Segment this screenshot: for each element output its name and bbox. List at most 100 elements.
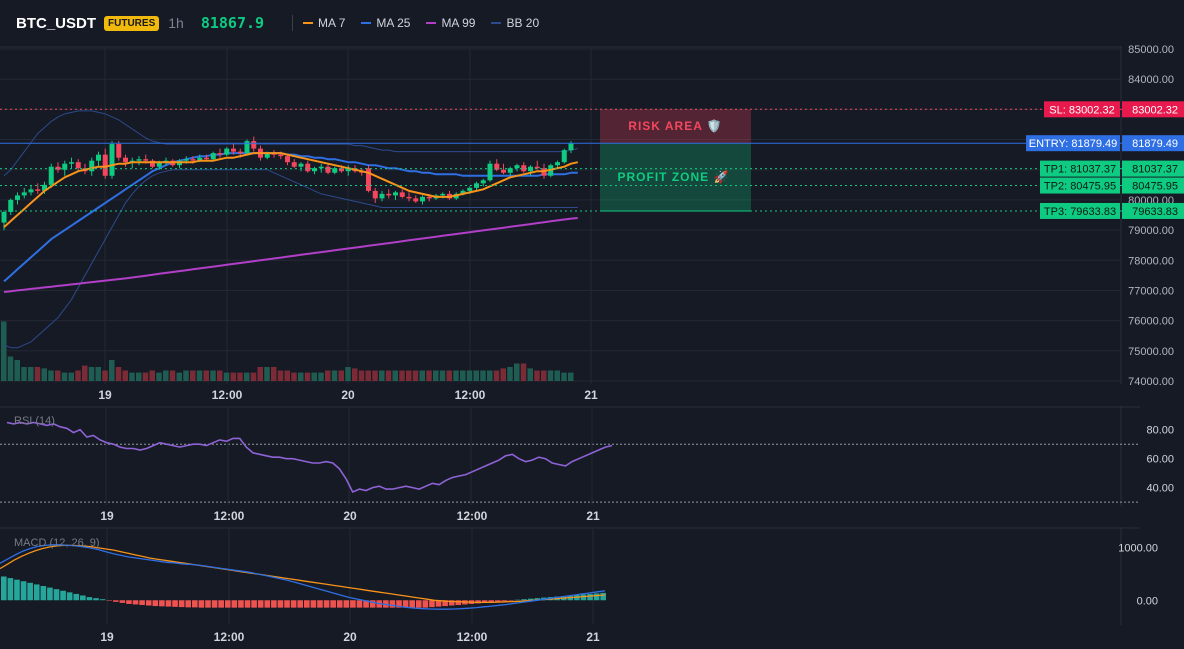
candle-body[interactable] (379, 193, 385, 199)
candle-body[interactable] (366, 168, 371, 191)
take-profit-3-tag[interactable] (1040, 202, 1120, 219)
candle-body[interactable] (15, 195, 20, 200)
candle-body[interactable] (136, 159, 142, 161)
candle-body[interactable] (75, 162, 81, 169)
legend-bb20[interactable]: BB 20 (491, 16, 539, 30)
candle-body[interactable] (339, 168, 344, 172)
stop-loss-axis-tag (1122, 101, 1184, 118)
macd-histogram-bar (580, 594, 587, 601)
volume-bar (534, 370, 540, 381)
candle-body[interactable] (406, 196, 412, 199)
legend-ma7[interactable]: MA 7 (303, 16, 345, 30)
take-profit-1-tag[interactable] (1040, 160, 1120, 177)
candle-body[interactable] (217, 153, 223, 155)
candle-body[interactable] (183, 159, 189, 161)
candle-body[interactable] (109, 144, 115, 176)
candle-body[interactable] (69, 162, 74, 164)
candle-body[interactable] (568, 143, 574, 151)
candle-body[interactable] (204, 157, 209, 160)
volume-bar (230, 372, 236, 381)
candle-body[interactable] (1, 211, 7, 223)
volume-bar (95, 367, 101, 381)
candle-body[interactable] (386, 193, 392, 196)
candle-body[interactable] (298, 163, 304, 167)
macd-histogram-bar (14, 579, 20, 601)
take-profit-1-axis-text: 81037.37 (1132, 164, 1178, 176)
candle-body[interactable] (393, 192, 398, 196)
candle-body[interactable] (62, 163, 68, 170)
macd-time-label: 12:00 (457, 630, 488, 644)
candle-body[interactable] (555, 162, 560, 166)
macd-histogram-bar (527, 598, 534, 601)
macd-histogram-bar (350, 600, 356, 608)
symbol-name[interactable]: BTC_USDT (16, 14, 97, 32)
candle-body[interactable] (244, 141, 250, 154)
take-profit-2-tag[interactable] (1040, 177, 1120, 194)
candle-body[interactable] (89, 160, 95, 172)
candle-body[interactable] (48, 166, 54, 185)
macd-histogram-bar (343, 600, 350, 608)
volume-bar (203, 370, 209, 381)
candle-body[interactable] (514, 165, 520, 169)
candle-body[interactable] (420, 196, 425, 202)
candle-body[interactable] (264, 153, 270, 158)
candle-body[interactable] (55, 166, 61, 170)
candle-body[interactable] (399, 192, 405, 197)
macd-histogram-bar (508, 600, 514, 601)
candle-body[interactable] (150, 160, 155, 167)
candle-body[interactable] (190, 159, 196, 161)
candle-body[interactable] (561, 150, 567, 163)
candle-body[interactable] (21, 192, 27, 196)
price-axis-label: 84000.00 (1128, 74, 1174, 86)
candle-body[interactable] (325, 166, 331, 173)
price-axis-label: 77000.00 (1128, 285, 1174, 297)
candle-body[interactable] (467, 187, 473, 191)
candle-body[interactable] (345, 168, 351, 172)
stop-loss-tag[interactable] (1044, 101, 1120, 118)
candle-body[interactable] (460, 190, 466, 194)
timeframe-selector[interactable]: 1h (168, 15, 184, 31)
candle-body[interactable] (534, 166, 540, 169)
candle-body[interactable] (372, 190, 378, 199)
candle-body[interactable] (123, 157, 128, 163)
candle-body[interactable] (42, 184, 47, 191)
candle-body[interactable] (413, 198, 419, 202)
candle-body[interactable] (305, 163, 311, 172)
candle-body[interactable] (487, 163, 493, 181)
candle-body[interactable] (8, 199, 14, 212)
candle-body[interactable] (440, 193, 446, 196)
candle-body[interactable] (96, 154, 101, 161)
candle-body[interactable] (251, 141, 257, 149)
candle-body[interactable] (291, 162, 297, 167)
candle-body[interactable] (426, 196, 432, 199)
candle-body[interactable] (237, 151, 243, 154)
volume-bar (352, 368, 358, 381)
legend-ma99[interactable]: MA 99 (426, 16, 475, 30)
candle-body[interactable] (116, 144, 122, 158)
candle-body[interactable] (143, 159, 149, 161)
candle-body[interactable] (318, 166, 324, 169)
candle-body[interactable] (332, 168, 338, 173)
candle-body[interactable] (102, 154, 108, 176)
candle-body[interactable] (197, 157, 203, 161)
candle-body[interactable] (156, 162, 162, 167)
candle-body[interactable] (210, 153, 216, 160)
candle-body[interactable] (28, 189, 34, 193)
candle-body[interactable] (35, 189, 41, 191)
candle-body[interactable] (231, 148, 236, 152)
volume-bar (28, 367, 34, 381)
candle-body[interactable] (521, 165, 527, 172)
candle-body[interactable] (285, 156, 290, 163)
candle-body[interactable] (501, 169, 506, 173)
macd-histogram-bar (330, 600, 336, 608)
candle-body[interactable] (224, 148, 230, 155)
candle-body[interactable] (278, 154, 284, 157)
entry-tag[interactable] (1026, 135, 1120, 152)
candle-body[interactable] (312, 168, 317, 172)
candle-body[interactable] (507, 168, 513, 173)
volume-bar (487, 370, 493, 381)
legend-ma25[interactable]: MA 25 (361, 16, 410, 30)
candle-body[interactable] (480, 180, 486, 184)
candle-body[interactable] (494, 163, 500, 170)
